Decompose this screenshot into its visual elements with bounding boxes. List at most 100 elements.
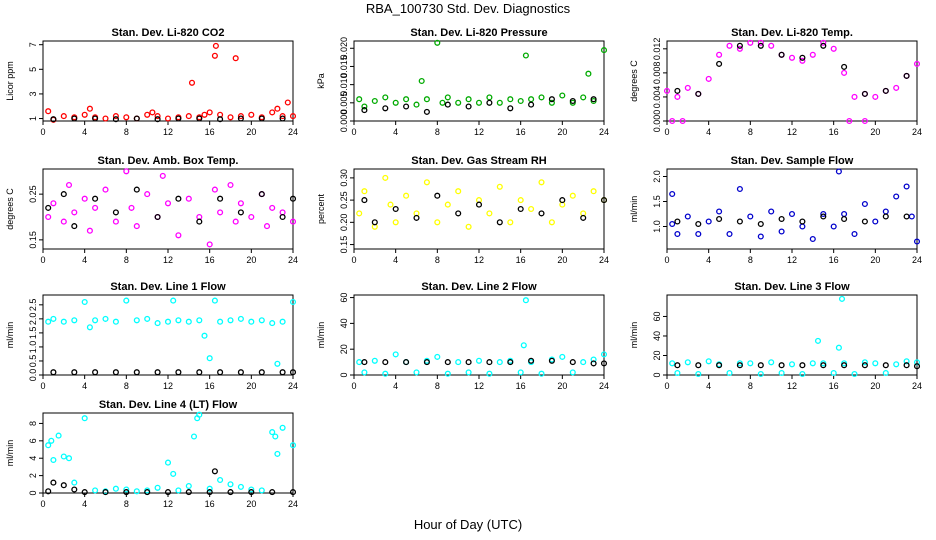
data-point <box>217 476 224 484</box>
data-point <box>237 209 244 216</box>
data-point <box>522 52 529 59</box>
x-tick-label: 4 <box>393 381 398 391</box>
data-point <box>71 317 78 324</box>
panel-title: Stan. Dev. Line 2 Flow <box>421 281 537 293</box>
y-tick-label: 1 <box>28 116 38 121</box>
data-point <box>674 93 681 100</box>
data-point <box>274 105 281 112</box>
data-point <box>716 215 723 223</box>
data-point <box>206 241 213 248</box>
data-point <box>196 369 203 376</box>
data-point <box>102 115 109 122</box>
y-tick-label: 0.15 <box>339 236 349 254</box>
plot-frame <box>42 412 294 494</box>
x-tick-label: 0 <box>351 381 356 391</box>
data-point <box>60 453 67 460</box>
data-point <box>423 96 430 103</box>
data-point <box>217 318 224 325</box>
data-point <box>279 213 286 221</box>
data-point <box>248 489 255 496</box>
data-point <box>695 370 702 378</box>
data-point <box>548 357 555 364</box>
data-point <box>86 105 93 112</box>
data-point <box>170 297 177 304</box>
plot-frame <box>666 168 918 250</box>
data-point <box>838 295 846 302</box>
data-point <box>279 424 286 431</box>
data-point <box>465 369 472 376</box>
data-point <box>206 489 213 496</box>
panel-title: Stan. Dev. Li-820 Pressure <box>410 27 547 39</box>
y-axis-label: kPa <box>316 73 326 89</box>
data-point <box>496 183 503 190</box>
x-tick-label: 16 <box>829 255 839 265</box>
data-point <box>92 369 99 376</box>
y-tick-label: 8 <box>28 421 38 426</box>
data-point <box>908 213 915 220</box>
data-point <box>201 111 208 118</box>
data-point <box>507 359 514 366</box>
data-point <box>144 191 151 198</box>
data-point <box>81 489 88 496</box>
x-tick-label: 0 <box>40 381 45 391</box>
data-point <box>392 219 399 226</box>
data-point <box>45 204 52 211</box>
data-point <box>799 218 806 225</box>
data-point <box>913 60 921 67</box>
data-point <box>809 235 816 243</box>
y-tick-label: 2.5 <box>28 299 38 312</box>
data-point <box>434 39 441 46</box>
data-point <box>799 362 806 369</box>
data-point <box>820 210 827 218</box>
data-point <box>196 317 203 324</box>
data-point <box>237 113 244 120</box>
plot-frame <box>666 294 918 376</box>
data-point <box>403 359 410 366</box>
data-point <box>196 218 203 225</box>
data-point <box>92 115 99 122</box>
x-tick-label: 8 <box>124 499 129 509</box>
data-point <box>695 220 702 228</box>
data-point <box>289 113 297 120</box>
data-point <box>768 359 775 366</box>
data-point <box>809 51 816 58</box>
x-tick-label: 0 <box>40 499 45 509</box>
x-tick-label: 8 <box>748 381 753 391</box>
data-point <box>289 218 297 225</box>
y-tick-label: 2.0 <box>28 313 38 326</box>
data-point <box>444 94 451 101</box>
data-point <box>45 488 52 495</box>
data-point <box>669 190 676 198</box>
data-point <box>528 101 535 108</box>
data-point <box>144 111 151 118</box>
data-point <box>809 360 816 367</box>
data-point <box>128 204 135 211</box>
data-point <box>237 115 244 122</box>
data-point <box>258 317 265 324</box>
y-tick-label: 5 <box>28 67 38 72</box>
data-point <box>841 69 848 76</box>
data-point <box>778 215 785 223</box>
data-point <box>679 117 686 125</box>
panel-2: Stan. Dev. Li-820 Pressure kPa 0 4 8 12 16 20 24… <box>316 27 609 137</box>
data-point <box>747 360 754 367</box>
x-tick-label: 20 <box>246 381 256 391</box>
data-point <box>861 90 868 97</box>
data-point <box>913 359 921 366</box>
data-point <box>736 185 743 193</box>
data-point <box>882 369 889 377</box>
x-tick-label: 0 <box>664 381 669 391</box>
data-point <box>123 297 130 304</box>
x-tick-label: 24 <box>288 255 298 265</box>
panel-title: Stan. Dev. Line 4 (LT) Flow <box>99 399 238 411</box>
data-point <box>757 362 764 369</box>
data-point <box>569 97 576 105</box>
data-point <box>423 179 430 186</box>
data-point <box>684 359 691 366</box>
x-tick-label: 8 <box>124 127 129 137</box>
y-tick-label: 0.0 <box>28 369 38 382</box>
data-point <box>356 96 363 103</box>
y-tick-label: 0.020 <box>339 37 349 60</box>
data-point <box>872 360 879 367</box>
panel-6: Stan. Dev. Sample Flow ml/min 0 4 8 12 16 20 24 1… <box>629 155 922 265</box>
